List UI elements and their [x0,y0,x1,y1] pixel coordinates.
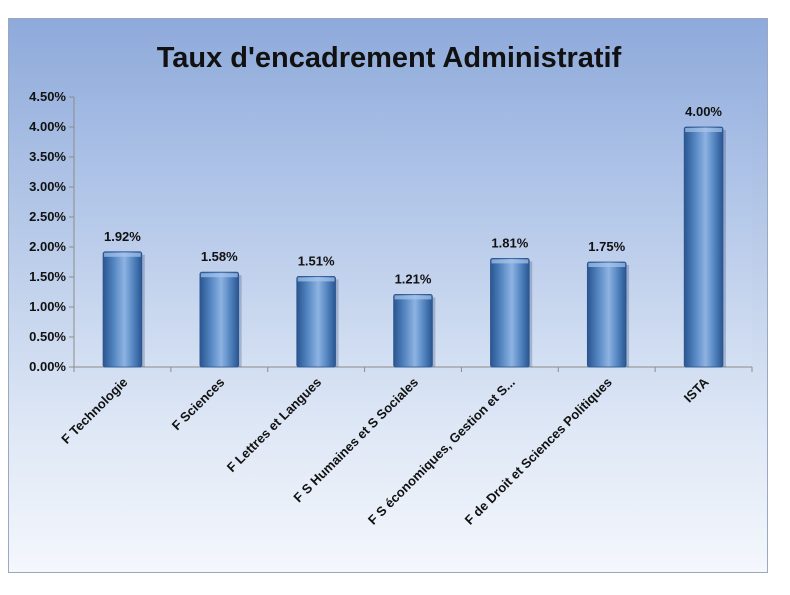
category-label: F Lettres et Langues [224,375,325,476]
category-label: F Technologie [58,375,130,447]
y-tick-label: 3.00% [29,179,66,194]
bars [102,126,726,368]
bar-bevel [200,273,238,278]
data-label: 1.58% [201,249,238,264]
data-label: 1.21% [395,271,432,286]
y-tick-label: 0.00% [29,359,66,374]
y-axis: 0.00% 0.50% 1.00% 1.50% 2.00% 2.50% 3.00% 3.50%… [29,89,75,374]
data-label: 1.75% [588,239,625,254]
bar-bevel [104,252,141,257]
chart-area: Taux d'encadrement Administratif 0.00% 0.… [8,18,768,573]
bar-3 [296,275,336,368]
data-label: 4.00% [685,104,722,119]
bar-7 [683,126,724,368]
bar-5 [490,257,530,368]
bar-6 [586,261,627,368]
y-tick-label: 0.50% [29,329,66,344]
y-tick-label: 1.00% [29,299,66,314]
y-tick-label: 1.50% [29,269,66,284]
chart-title: Taux d'encadrement Administratif [157,42,622,74]
bar-bevel [394,295,432,300]
bar-chart: Taux d'encadrement Administratif 0.00%0.… [29,42,753,528]
data-label: 1.51% [298,253,335,268]
x-axis [73,366,753,372]
bar-bevel [685,128,722,132]
bar-4 [393,293,433,368]
y-tick-label: 4.00% [29,119,66,134]
y-tick-label: 2.00% [29,239,66,254]
bar-bevel [297,277,335,282]
bar-bevel [491,259,529,264]
bar-bevel [588,263,626,267]
data-label: 1.81% [491,235,528,250]
y-tick-label: 4.50% [29,89,66,104]
category-label: F Sciences [169,375,228,434]
y-tick-label: 3.50% [29,149,66,164]
data-label: 1.92% [104,229,141,244]
category-label: ISTA [681,374,712,405]
y-tick-label: 2.50% [29,209,66,224]
data-labels: 1.92% 1.58% 1.51% 1.21% 1.81% 1.75% 4.00% [104,104,722,286]
bar-2 [199,271,240,368]
bar-1 [102,251,143,368]
